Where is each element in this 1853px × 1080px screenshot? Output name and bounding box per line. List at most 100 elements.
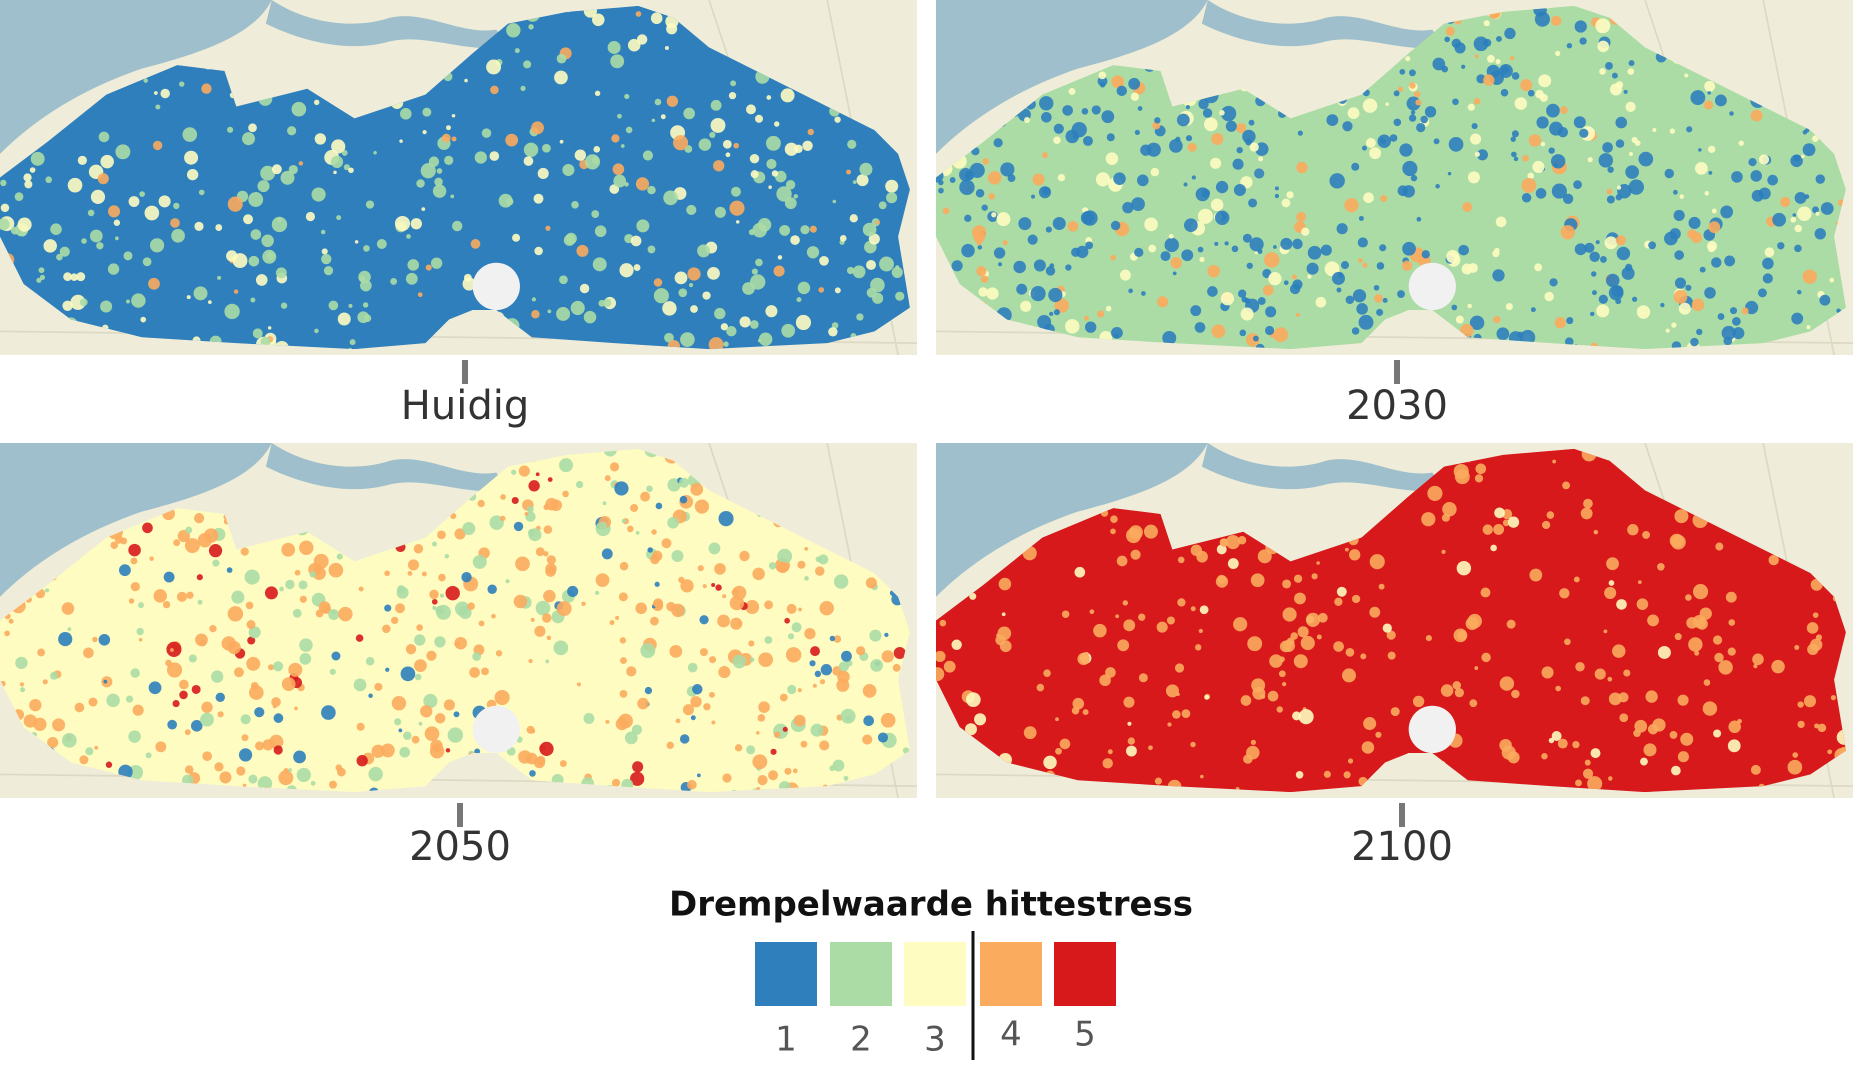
heat-patch — [1474, 151, 1480, 157]
heat-patch — [1704, 190, 1710, 196]
heat-patch — [1587, 157, 1593, 163]
heat-patch — [613, 174, 627, 188]
heat-patch — [1511, 72, 1520, 80]
heat-patch — [779, 693, 788, 702]
heat-patch — [1794, 192, 1807, 204]
heat-patch — [1660, 302, 1665, 308]
heat-patch — [92, 636, 98, 643]
heat-patch — [730, 617, 743, 630]
heat-patch — [422, 130, 427, 135]
heat-patch — [1065, 319, 1080, 334]
legend-label: 1 — [775, 1020, 797, 1060]
heat-patch — [1548, 147, 1555, 154]
heat-patch — [938, 187, 944, 194]
heat-patch — [1729, 307, 1738, 315]
heat-patch — [787, 684, 797, 695]
heat-patch — [368, 693, 373, 699]
heat-patch — [1546, 103, 1560, 118]
heat-patch — [865, 577, 877, 589]
heat-patch — [1608, 692, 1622, 706]
heat-patch — [288, 768, 292, 772]
heat-patch — [1470, 133, 1482, 145]
heat-patch — [1301, 227, 1310, 236]
heat-patch — [1320, 244, 1332, 256]
heat-patch — [1741, 307, 1749, 315]
heat-patch — [1652, 718, 1666, 732]
heat-patch — [1564, 638, 1571, 646]
heat-patch — [838, 661, 850, 672]
heat-patch — [1608, 580, 1615, 586]
heat-patch — [666, 741, 674, 750]
heat-patch — [238, 748, 253, 762]
heat-patch — [1657, 645, 1671, 659]
heat-patch — [1031, 194, 1036, 199]
heat-patch — [201, 701, 213, 714]
heat-patch — [1480, 587, 1491, 598]
heat-patch — [1554, 317, 1566, 329]
heat-patch — [1538, 74, 1552, 88]
heat-patch — [831, 322, 839, 329]
heat-patch — [746, 745, 756, 755]
heat-patch — [1289, 283, 1301, 295]
heat-patch — [779, 224, 791, 236]
heat-patch — [432, 184, 447, 198]
heat-patch — [314, 328, 319, 334]
heat-patch — [337, 312, 351, 326]
heat-patch — [1374, 294, 1383, 303]
heat-patch — [651, 529, 657, 535]
heat-patch — [530, 617, 535, 622]
heat-patch — [1098, 71, 1107, 80]
heat-patch — [718, 666, 731, 679]
heat-patch — [1715, 542, 1724, 551]
heat-patch — [380, 743, 395, 758]
heat-patch — [1636, 598, 1649, 610]
heat-patch — [1506, 619, 1516, 629]
heat-patch — [1462, 201, 1473, 212]
heat-patch — [755, 258, 763, 267]
heat-patch — [451, 113, 456, 118]
heat-patch — [1717, 313, 1725, 320]
heat-patch — [166, 662, 183, 678]
heat-patch — [687, 267, 701, 281]
heat-patch — [993, 247, 1006, 259]
heat-patch — [43, 239, 57, 253]
heat-patch — [594, 225, 607, 238]
heat-patch — [1130, 92, 1140, 101]
heat-patch — [976, 266, 987, 277]
heat-patch — [1177, 598, 1186, 607]
heat-patch — [1369, 147, 1382, 160]
heat-patch — [742, 282, 755, 295]
heat-patch — [531, 121, 544, 135]
heat-patch — [158, 195, 171, 208]
heat-patch — [718, 511, 734, 527]
heat-patch — [1030, 286, 1046, 302]
heat-patch — [1711, 257, 1722, 268]
heat-patch — [943, 660, 956, 673]
heat-patch — [653, 278, 663, 287]
heat-patch — [567, 585, 579, 597]
heat-patch — [1475, 463, 1487, 475]
heat-patch — [1504, 27, 1516, 40]
heat-patch — [796, 297, 802, 303]
heat-patch — [810, 723, 824, 737]
heat-patch — [1790, 216, 1797, 223]
heat-patch — [542, 613, 552, 623]
heat-patch — [1102, 758, 1113, 769]
heat-patch — [609, 620, 615, 626]
city-brussels — [472, 705, 520, 754]
heat-patch — [130, 582, 140, 592]
heat-patch — [1170, 257, 1182, 269]
heat-patch — [1427, 485, 1443, 501]
heat-patch — [1673, 209, 1685, 222]
heat-patch — [1127, 737, 1135, 745]
heat-patch — [1625, 101, 1636, 112]
estuary — [265, 443, 509, 492]
heat-patch — [403, 731, 412, 741]
heat-patch — [494, 689, 510, 706]
heat-patch — [1298, 709, 1314, 725]
heat-patch — [214, 762, 224, 772]
heat-patch — [1680, 732, 1694, 746]
heat-patch — [200, 712, 214, 727]
heat-patch — [1393, 118, 1402, 127]
heat-patch — [382, 624, 391, 634]
